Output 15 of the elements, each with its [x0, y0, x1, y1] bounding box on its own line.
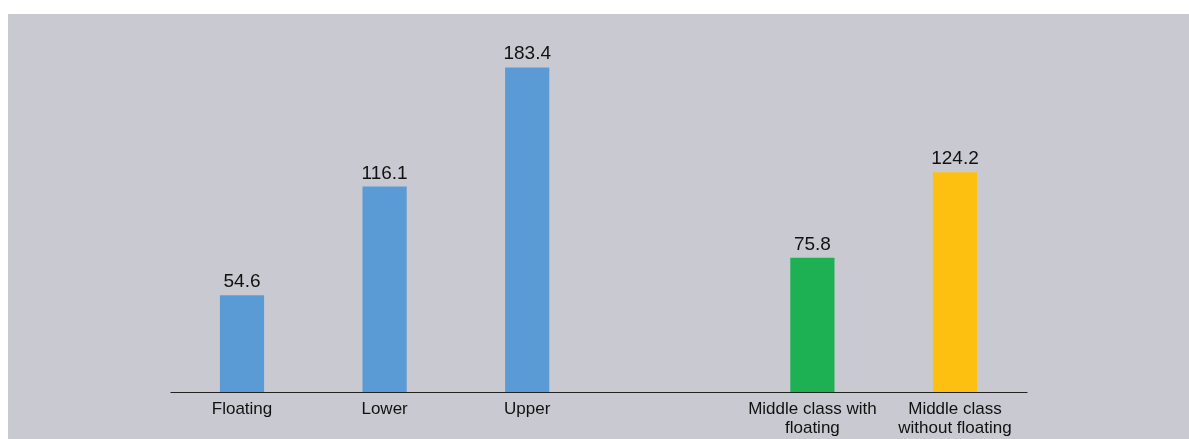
x-tick-label: Upper [504, 398, 551, 418]
x-tick-label: Middle class without floating [897, 398, 1012, 437]
bar [932, 172, 978, 392]
bar [790, 257, 835, 392]
data-label: 116.1 [361, 161, 408, 183]
x-tick-label: Middle class with floating [748, 398, 877, 437]
x-tick-label: Floating [211, 398, 273, 418]
data-label: 124.2 [931, 147, 979, 169]
data-label: 183.4 [503, 42, 552, 64]
bar [219, 295, 265, 392]
x-tick-label: Lower [361, 398, 409, 418]
data-label: 75.8 [793, 232, 831, 254]
bar [362, 186, 407, 392]
data-label: 54.6 [223, 270, 261, 292]
bar [505, 67, 550, 392]
